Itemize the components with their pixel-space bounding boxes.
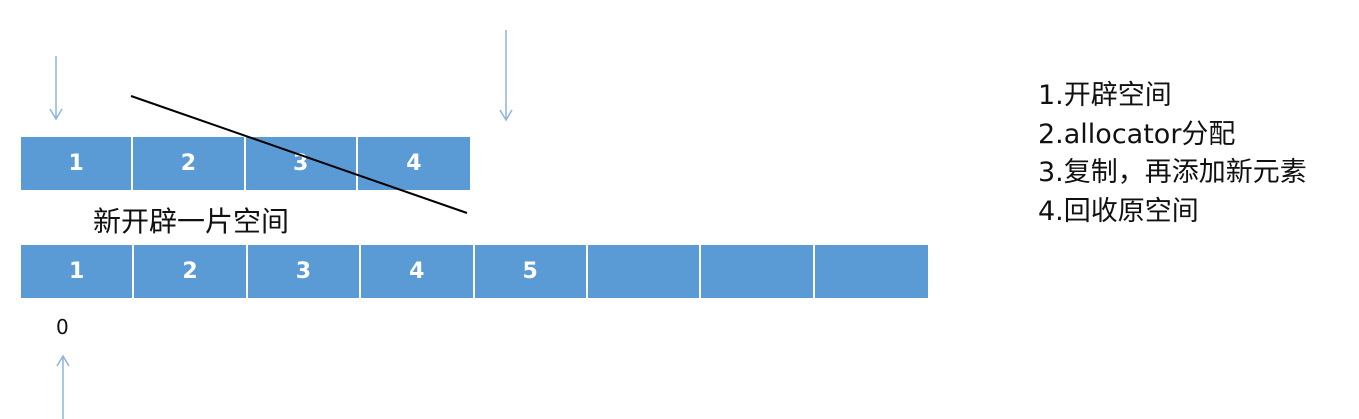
begin-arrow-down-icon	[49, 56, 63, 121]
old-array-cell: 1	[21, 137, 134, 190]
new-array-cell: 4	[361, 245, 475, 298]
index-arrow-up-icon	[56, 354, 70, 419]
new-array-cell: 5	[474, 245, 588, 298]
step-item: 4.回收原空间	[1038, 195, 1199, 227]
new-array-cell	[814, 245, 928, 298]
index-zero-label: 0	[56, 315, 69, 339]
new-array-cell	[701, 245, 815, 298]
new-array-cell: 3	[247, 245, 362, 298]
new-array-cell: 1	[21, 245, 135, 298]
strike-through-line	[130, 95, 468, 214]
step-item: 2.allocator分配	[1038, 118, 1236, 150]
old-array: 1 2 3 4	[21, 137, 470, 190]
new-array-cell: 2	[134, 245, 248, 298]
old-array-cell: 2	[133, 137, 246, 190]
old-array-cell: 3	[245, 137, 358, 190]
step-item: 1.开辟空间	[1038, 80, 1172, 111]
step-item: 3.复制，再添加新元素	[1038, 157, 1307, 188]
new-space-label: 新开辟一片空间	[93, 205, 290, 238]
steps-list: 1.开辟空间 2.allocator分配 3.复制，再添加新元素 4.回收原空间	[1038, 77, 1307, 231]
new-array-cell	[587, 245, 702, 298]
new-array: 1 2 3 4 5	[21, 245, 928, 298]
end-arrow-down-icon	[499, 30, 513, 122]
